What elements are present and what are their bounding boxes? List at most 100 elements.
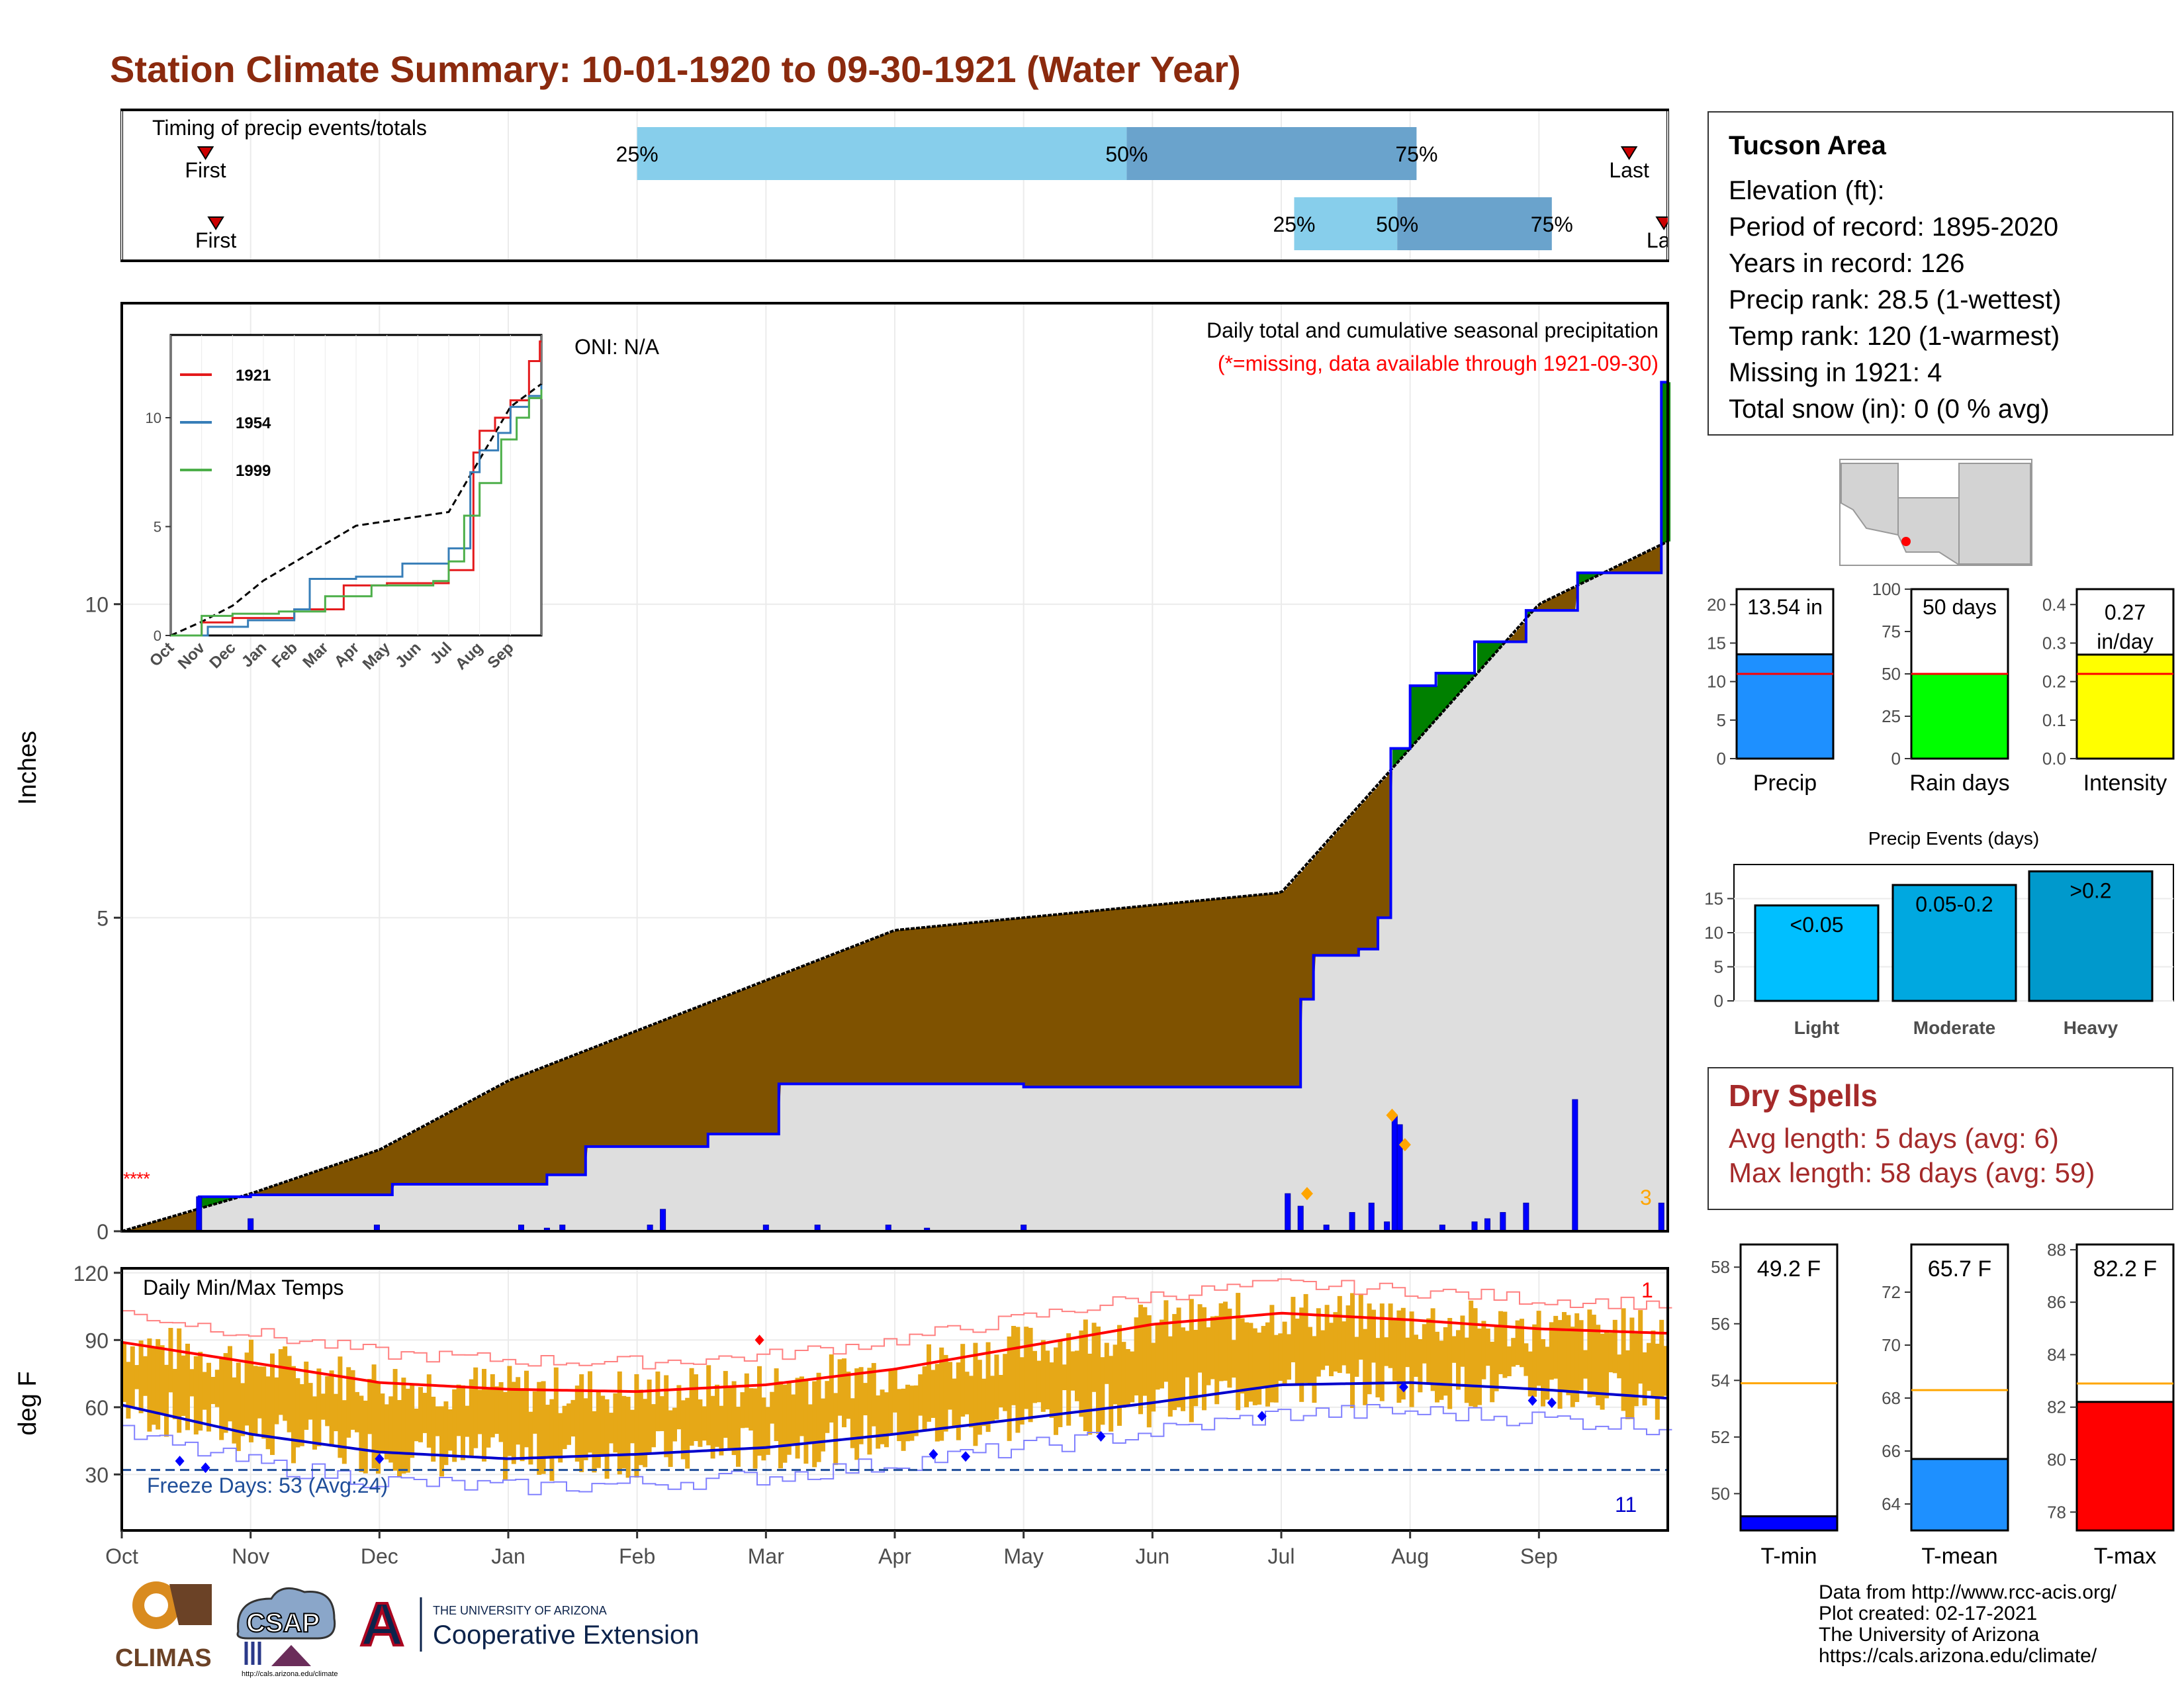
temp-bar-ytick-label: 54: [1711, 1370, 1730, 1390]
daily-temp-bar: [283, 1346, 288, 1421]
mini-bar-value: 0.27 in/day: [2097, 600, 2153, 653]
daily-temp-bar: [202, 1372, 207, 1410]
daily-temp-bar: [1426, 1318, 1432, 1383]
daily-temp-bar: [876, 1395, 881, 1449]
daily-temp-bar: [922, 1366, 927, 1430]
daily-temp-bar: [1625, 1350, 1630, 1419]
daily-temp-bar: [172, 1368, 177, 1419]
daily-precip-bar: [1285, 1193, 1291, 1232]
daily-temp-bar: [537, 1382, 542, 1475]
daily-temp-bar: [744, 1373, 749, 1428]
missing-marker: *: [123, 1168, 130, 1189]
events-bar-heavy: [2028, 870, 2154, 1002]
daily-temp-bar: [1163, 1300, 1169, 1382]
temp-bar-name: T-min: [1761, 1544, 1817, 1569]
daily-temp-bar: [1236, 1293, 1241, 1411]
daily-temp-bar: [516, 1377, 521, 1445]
daily-temp-bar: [846, 1372, 851, 1419]
daily-temp-bar: [931, 1370, 936, 1418]
daily-temp-bar: [1600, 1333, 1605, 1410]
mini-bar-precip: [1735, 653, 1835, 760]
precip-heading: Daily total and cumulative seasonal prec…: [1206, 318, 1659, 342]
ua-small-text: THE UNIVERSITY OF ARIZONA: [433, 1604, 607, 1617]
daily-temp-bar: [1536, 1311, 1541, 1386]
daily-temp-bar: [1608, 1333, 1614, 1373]
events-ytick-label: 10: [1704, 923, 1723, 943]
daily-temp-bar: [1181, 1327, 1185, 1411]
daily-temp-bar: [1659, 1319, 1664, 1398]
events-ytick-label: 0: [1714, 991, 1723, 1011]
daily-temp-bar: [664, 1375, 669, 1458]
timing-p50-label: 50%: [1105, 142, 1148, 166]
temp-bar-value: 82.2 F: [2093, 1256, 2157, 1282]
missing-marker: *: [143, 1168, 150, 1189]
daily-temp-bar: [159, 1345, 165, 1415]
daily-temp-bar: [1473, 1308, 1478, 1407]
inset-ytick-label: 0: [154, 628, 161, 644]
timing-row-label: 1921: [59, 212, 106, 236]
daily-temp-bar: [723, 1371, 728, 1438]
daily-temp-bar: [1062, 1364, 1067, 1391]
mini-bar-ytick-label: 75: [1882, 622, 1901, 641]
daily-temp-bar: [1566, 1315, 1571, 1395]
dry-avg-length: Avg length: 5 days (avg: 6): [1729, 1123, 2059, 1154]
daily-precip-bar: [248, 1218, 254, 1232]
daily-temp-bar: [1269, 1305, 1275, 1403]
page-title: Station Climate Summary: 10-01-1920 to 0…: [110, 48, 1241, 90]
daily-temp-bar: [1075, 1350, 1079, 1401]
temp-heading: Daily Min/Max Temps: [143, 1276, 343, 1299]
daily-temp-bar: [456, 1384, 461, 1436]
timing-p25-label: 25%: [1273, 212, 1315, 236]
daily-temp-bar: [181, 1355, 186, 1416]
mini-bar-value: 13.54 in: [1747, 595, 1823, 619]
temp-bar-ytick-label: 66: [1882, 1441, 1901, 1461]
month-label: Jan: [491, 1544, 525, 1568]
daily-temp-bar: [528, 1411, 533, 1465]
ua-logo: A THE UNIVERSITY OF ARIZONA Cooperative …: [359, 1589, 699, 1660]
first-label: First: [195, 228, 236, 252]
daily-temp-bar: [1303, 1293, 1308, 1383]
daily-temp-bar: [206, 1362, 211, 1432]
summary-bars: 0 5 10 15 20 13.54 in Precip 0 25 50 75 100 50 days R…: [1707, 579, 2175, 796]
timing-row-label: Avg: [69, 142, 106, 166]
temp-bar-ytick-label: 84: [2047, 1344, 2066, 1364]
mini-bar-ytick-label: 20: [1707, 594, 1726, 614]
month-label: Aug: [1391, 1544, 1429, 1568]
daily-temp-bar: [1591, 1315, 1596, 1397]
temp-ytick-label: 120: [73, 1262, 109, 1286]
daily-temp-bar: [803, 1380, 809, 1464]
daily-temp-bar: [1612, 1319, 1617, 1374]
record-low-marker: [1527, 1395, 1537, 1406]
month-label: Jun: [1136, 1544, 1170, 1568]
daily-temp-bar: [795, 1378, 800, 1459]
daily-temp-bar: [1083, 1319, 1088, 1432]
daily-temp-bar: [223, 1353, 228, 1433]
daily-temp-bar: [168, 1328, 173, 1393]
mini-bar-ytick-label: 0.1: [2042, 710, 2066, 730]
daily-temp-bar: [244, 1352, 250, 1426]
daily-temp-bar: [469, 1379, 474, 1457]
daily-temp-bar: [1392, 1320, 1397, 1382]
temp-bar-ytick-label: 70: [1882, 1335, 1901, 1355]
temperature-bars: 50 52 54 56 58 49.2 F T-min 64 66 68 70 72 65.7 F T-m…: [1711, 1240, 2175, 1569]
daily-temp-bar: [320, 1393, 326, 1420]
daily-temp-bar: [257, 1366, 262, 1419]
daily-temp-bar: [249, 1339, 253, 1442]
daily-temp-bar: [431, 1396, 436, 1462]
mini-bar-name: Precip: [1753, 771, 1817, 796]
daily-temp-bar: [1054, 1347, 1058, 1435]
mini-bar-ytick-label: 0.3: [2042, 633, 2066, 653]
dry-spells-title: Dry Spells: [1729, 1078, 1878, 1113]
daily-temp-bar: [1151, 1342, 1156, 1412]
month-label: Feb: [619, 1544, 655, 1568]
mini-bar-ytick-label: 0: [1891, 749, 1901, 769]
daily-temp-bar: [567, 1403, 571, 1445]
mini-bar-intensity: [2075, 653, 2175, 760]
daily-temp-bar: [1557, 1320, 1563, 1409]
daily-temp-bar: [698, 1399, 703, 1447]
daily-temp-bar: [588, 1371, 592, 1453]
mini-bar-value: 50 days: [1923, 595, 1997, 619]
temp-bar-ytick-label: 88: [2047, 1240, 2066, 1260]
record-low-marker: [1398, 1382, 1408, 1393]
daily-temp-bar: [1252, 1328, 1257, 1405]
